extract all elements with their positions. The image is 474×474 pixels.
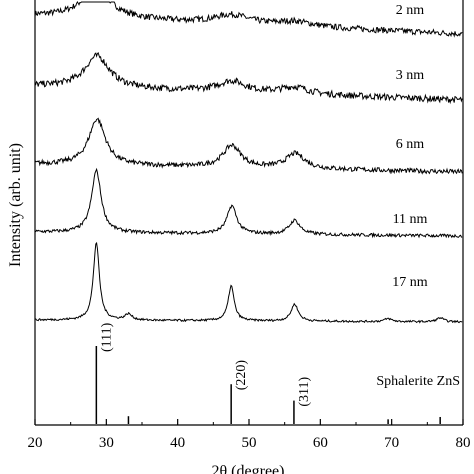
reference-line-label: (311)	[297, 376, 312, 406]
series-label: 11 nm	[393, 212, 428, 227]
x-axis-title: 2θ (degree)	[212, 463, 285, 474]
series-line	[34, 51, 463, 105]
series-label: 3 nm	[396, 68, 425, 83]
series-line	[34, 241, 463, 324]
axes: 20 30 40 50 60 70 80	[28, 0, 471, 451]
x-tick-label: 40	[170, 435, 185, 451]
series-label: 17 nm	[392, 275, 428, 290]
x-tick-label: 20	[28, 435, 43, 451]
reference-line-label: (220)	[234, 360, 249, 391]
x-tick-label: 50	[242, 435, 257, 451]
reference-pattern: (111) (220) (311) Sphalerite ZnS	[95, 322, 460, 424]
x-tick-label: 60	[313, 435, 328, 451]
series-line	[34, 1, 463, 38]
series-label: 6 nm	[396, 137, 425, 152]
series-line	[34, 117, 463, 175]
series-line	[34, 167, 463, 239]
x-tick-label: 80	[456, 435, 471, 451]
x-tick-label: 30	[99, 435, 114, 451]
reference-line-label: (111)	[99, 322, 114, 352]
reference-name: Sphalerite ZnS	[376, 374, 460, 389]
series-label: 2 nm	[396, 3, 425, 18]
y-axis-title: Intensity (arb. unit)	[7, 143, 24, 267]
x-tick-label: 70	[384, 435, 399, 451]
series-group: 2 nm 3 nm 6 nm 11 nm 17 nm	[34, 1, 463, 324]
